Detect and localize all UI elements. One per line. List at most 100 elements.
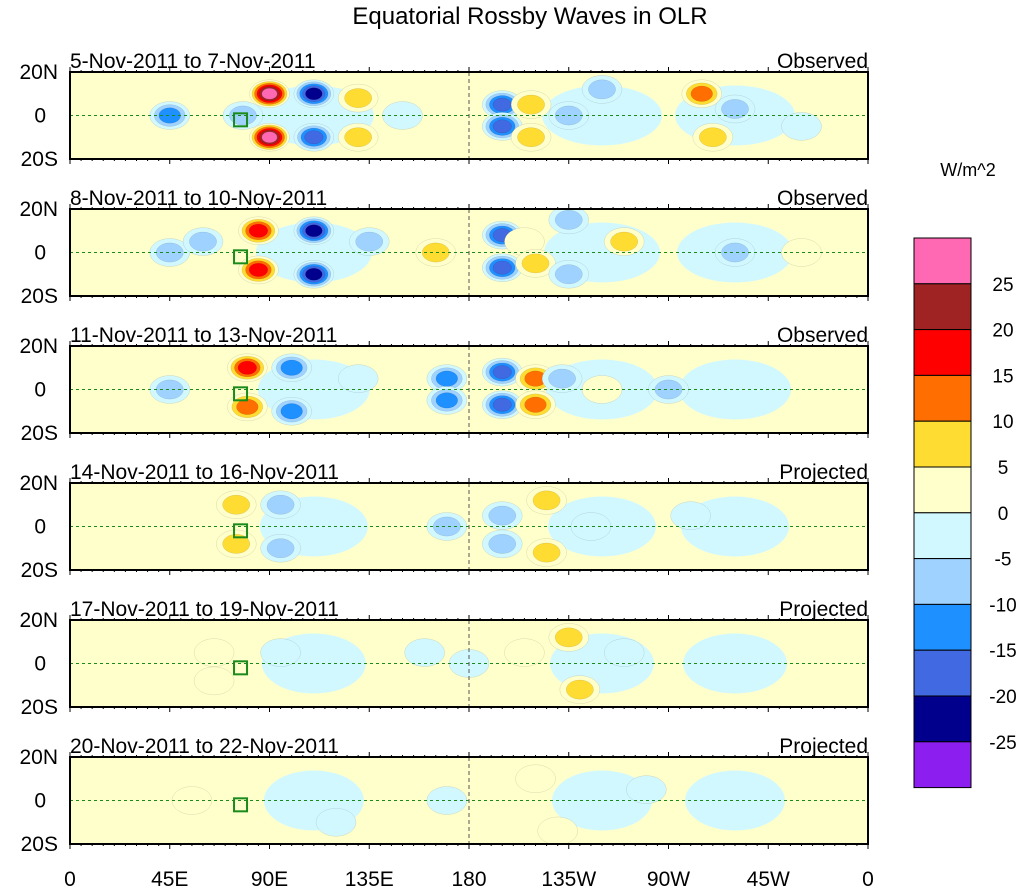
y-tick-label: 20S bbox=[21, 285, 58, 308]
anomaly-contour bbox=[248, 262, 268, 277]
negative-anomaly-region bbox=[552, 770, 652, 831]
anomaly-contour bbox=[554, 210, 583, 230]
anomaly-contour bbox=[304, 130, 324, 145]
anomaly-contour bbox=[344, 88, 373, 108]
anomaly-contour bbox=[517, 127, 545, 148]
anomaly-contour bbox=[603, 638, 645, 667]
y-tick-label: 20N bbox=[19, 198, 58, 221]
colorbar-swatch bbox=[913, 374, 972, 422]
anomaly-contour bbox=[521, 253, 550, 274]
anomaly-contour bbox=[548, 368, 576, 389]
anomaly-contour bbox=[305, 268, 323, 281]
anomaly-contour bbox=[517, 94, 545, 115]
panel-kind: Observed bbox=[777, 324, 868, 347]
anomaly-contour bbox=[670, 501, 711, 530]
y-tick-label: 20S bbox=[21, 559, 58, 582]
anomaly-contour bbox=[222, 534, 251, 554]
panel-kind: Observed bbox=[777, 50, 868, 73]
map-panel: 8-Nov-2011 to 10-Nov-2011 Observed 20N 0 20S bbox=[19, 187, 869, 308]
anomaly-contour bbox=[554, 627, 583, 648]
region-box bbox=[233, 797, 249, 813]
anomaly-contour bbox=[504, 638, 545, 667]
colorbar-label: 20 bbox=[992, 321, 1013, 342]
anomaly-contour bbox=[554, 264, 583, 285]
colorbar-swatch bbox=[913, 283, 972, 331]
negative-anomaly-region bbox=[685, 770, 785, 831]
panel-date-range: 17-Nov-2011 to 19-Nov-2011 bbox=[70, 598, 339, 621]
panel-kind: Projected bbox=[779, 598, 868, 621]
anomaly-contour bbox=[236, 398, 259, 415]
y-tick-label: 0 bbox=[34, 379, 46, 402]
anomaly-contour bbox=[266, 538, 295, 559]
y-tick-label: 20N bbox=[19, 61, 58, 84]
anomaly-contour bbox=[237, 360, 257, 375]
colorbar-swatch bbox=[913, 695, 972, 743]
y-tick-label: 0 bbox=[34, 516, 46, 539]
y-tick-label: 20S bbox=[21, 422, 58, 445]
colorbar-swatch bbox=[913, 741, 972, 789]
colorbar-label: -5 bbox=[995, 550, 1012, 571]
anomaly-contour bbox=[344, 127, 373, 148]
map-panel: 17-Nov-2011 to 19-Nov-2011 Projected 20N 0 2… bbox=[19, 598, 869, 719]
panel-date-range: 14-Nov-2011 to 16-Nov-2011 bbox=[70, 461, 339, 484]
colorbar-label: -20 bbox=[989, 687, 1016, 708]
region-box bbox=[233, 249, 249, 265]
colorbar-label: -25 bbox=[989, 733, 1016, 754]
anomaly-contour bbox=[588, 79, 616, 100]
anomaly-contour bbox=[492, 97, 512, 112]
panel-date-range: 20-Nov-2011 to 22-Nov-2011 bbox=[70, 735, 339, 758]
anomaly-contour bbox=[610, 231, 639, 252]
colorbar-label: 10 bbox=[992, 412, 1013, 433]
anomaly-contour bbox=[721, 99, 749, 119]
colorbar-swatch bbox=[913, 649, 972, 697]
panel-date-range: 5-Nov-2011 to 7-Nov-2011 bbox=[70, 50, 316, 73]
region-box bbox=[233, 660, 249, 676]
map-panel: 5-Nov-2011 to 7-Nov-2011 Observed 20N 0 20S bbox=[19, 50, 869, 171]
colorbar-swatch bbox=[913, 558, 972, 605]
colorbar-label: 25 bbox=[992, 275, 1013, 296]
anomaly-contour bbox=[355, 231, 384, 252]
x-tick-label: 90E bbox=[251, 868, 288, 890]
map-panel: 20-Nov-2011 to 22-Nov-2011 Projected 20N 0 2… bbox=[19, 735, 869, 856]
anomaly-contour bbox=[222, 494, 251, 515]
y-tick-label: 0 bbox=[34, 105, 46, 128]
anomaly-contour bbox=[305, 224, 323, 237]
colorbar-swatch bbox=[913, 329, 972, 376]
anomaly-contour bbox=[537, 816, 578, 844]
colorbar-label: 0 bbox=[998, 504, 1009, 525]
anomaly-contour bbox=[261, 87, 278, 100]
negative-anomaly-region bbox=[255, 222, 372, 283]
anomaly-contour bbox=[515, 764, 556, 793]
anomaly-contour bbox=[626, 775, 667, 804]
y-tick-label: 0 bbox=[34, 790, 46, 813]
anomaly-contour bbox=[488, 534, 517, 554]
colorbar-units: W/m^2 bbox=[940, 160, 995, 180]
anomaly-contour bbox=[492, 397, 512, 412]
x-tick-label: 0 bbox=[862, 868, 874, 890]
anomaly-contour bbox=[492, 260, 512, 275]
y-tick-label: 20N bbox=[19, 335, 58, 358]
colorbar-swatch bbox=[913, 603, 972, 651]
anomaly-contour bbox=[532, 542, 561, 563]
y-tick-label: 20S bbox=[21, 833, 58, 856]
negative-anomaly-region bbox=[542, 85, 662, 146]
anomaly-contour bbox=[488, 505, 517, 526]
colorbar-label: 5 bbox=[998, 458, 1009, 479]
x-axis: 0 45E 90E 135E 180 135W 90W 45W 0 bbox=[64, 868, 874, 890]
panel-kind: Projected bbox=[779, 461, 868, 484]
x-tick-label: 180 bbox=[451, 868, 486, 890]
region-box bbox=[233, 112, 249, 128]
chart-title: Equatorial Rossby Waves in OLR bbox=[352, 3, 707, 30]
negative-anomaly-region bbox=[679, 359, 791, 420]
anomaly-contour bbox=[189, 231, 217, 252]
anomaly-contour bbox=[698, 127, 727, 148]
region-box bbox=[233, 523, 249, 539]
colorbar-label: -10 bbox=[989, 595, 1016, 616]
y-tick-label: 20S bbox=[21, 148, 58, 171]
anomaly-contour bbox=[435, 392, 458, 409]
anomaly-contour bbox=[492, 119, 512, 134]
anomaly-contour bbox=[280, 359, 303, 376]
colorbar-swatch bbox=[913, 512, 972, 560]
